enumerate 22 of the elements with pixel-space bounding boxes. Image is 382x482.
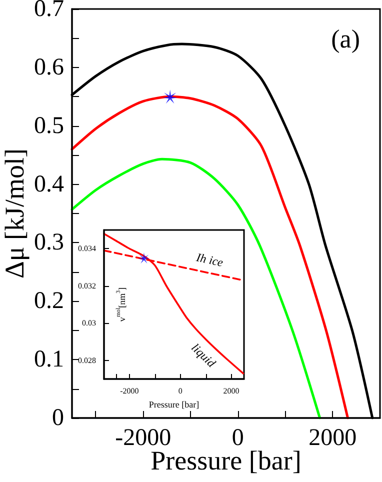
x-tick-label: -2000 xyxy=(120,386,139,396)
x-tick-label: 0 xyxy=(178,386,182,396)
y-tick-label: 0.6 xyxy=(34,54,64,80)
text: Ih ice xyxy=(194,250,226,270)
x-tick-label: 2000 xyxy=(223,386,240,396)
y-tick-label: 0.1 xyxy=(34,346,64,373)
y-tick-label: 0.5 xyxy=(34,112,64,139)
line-series xyxy=(103,232,244,374)
x-tick-label: 2000 xyxy=(308,425,357,451)
y-tick-label: 0.7 xyxy=(34,0,64,22)
y-tick-label: 0.028 xyxy=(78,356,96,365)
y-tick-label: 0.2 xyxy=(34,288,64,314)
y-tick-label: 0.034 xyxy=(78,244,96,254)
annotation: (a) xyxy=(331,24,360,54)
y-tick-label: 0.3 xyxy=(34,230,64,256)
y-tick-label: 0 xyxy=(52,405,64,431)
line-series xyxy=(70,158,322,420)
y-axis-title: Δμ [kJ/mol] xyxy=(0,148,30,279)
y-tick-label: 0.03 xyxy=(82,318,96,328)
y-tick-label: 0.032 xyxy=(78,281,96,290)
y-tick-label: 0.4 xyxy=(34,171,64,198)
x-axis-title: Pressure [bar] xyxy=(148,400,200,410)
